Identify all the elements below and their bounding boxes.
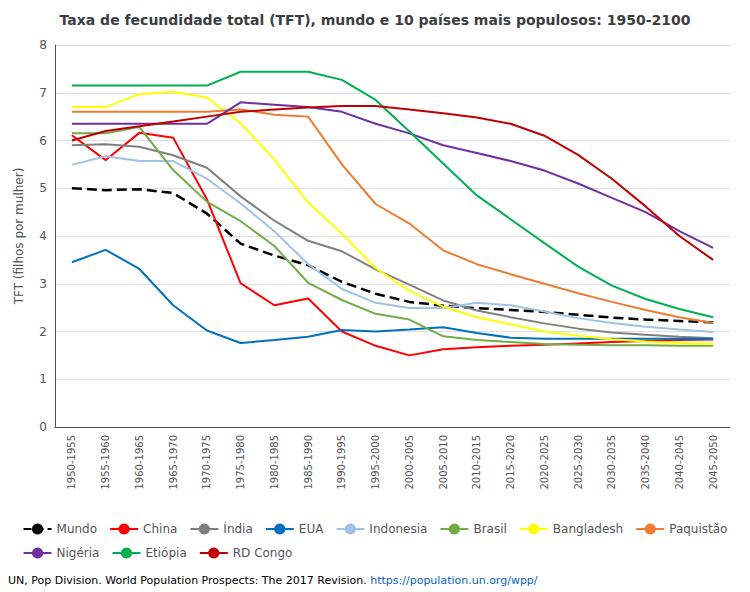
svg-text:1965-1970: 1965-1970 xyxy=(168,435,179,490)
svg-text:2010-2015: 2010-2015 xyxy=(471,435,482,490)
svg-text:6: 6 xyxy=(39,134,47,148)
svg-text:5: 5 xyxy=(39,181,47,195)
svg-text:RD Congo: RD Congo xyxy=(233,546,293,560)
svg-text:China: China xyxy=(143,522,177,536)
svg-text:1975-1980: 1975-1980 xyxy=(235,435,246,490)
svg-text:2000-2005: 2000-2005 xyxy=(404,435,415,490)
svg-text:2025-2030: 2025-2030 xyxy=(573,435,584,490)
svg-text:2040-2045: 2040-2045 xyxy=(674,435,685,490)
svg-text:Bangladesh: Bangladesh xyxy=(553,522,623,536)
svg-text:Brasil: Brasil xyxy=(473,522,506,536)
svg-text:3: 3 xyxy=(39,277,47,291)
svg-text:2: 2 xyxy=(39,325,47,339)
svg-text:1970-1975: 1970-1975 xyxy=(201,435,212,490)
svg-text:1995-2000: 1995-2000 xyxy=(370,435,381,490)
svg-text:EUA: EUA xyxy=(299,522,324,536)
svg-text:2035-2040: 2035-2040 xyxy=(640,435,651,490)
svg-text:Indonesia: Indonesia xyxy=(369,522,427,536)
svg-text:Etiópia: Etiópia xyxy=(145,546,186,560)
svg-text:1980-1985: 1980-1985 xyxy=(269,435,280,490)
svg-text:https://population.un.org/wpp/: https://population.un.org/wpp/ xyxy=(370,574,538,587)
svg-text:2045-2050: 2045-2050 xyxy=(708,435,719,490)
svg-text:2015-2020: 2015-2020 xyxy=(505,435,516,490)
svg-text:Taxa de fecundidade total (TFT: Taxa de fecundidade total (TFT), mundo e… xyxy=(60,12,691,28)
svg-text:2020-2025: 2020-2025 xyxy=(539,435,550,490)
svg-text:1: 1 xyxy=(39,372,47,386)
svg-text:1950-1955: 1950-1955 xyxy=(66,435,77,490)
svg-text:8: 8 xyxy=(39,38,47,52)
svg-text:7: 7 xyxy=(39,86,47,100)
svg-text:4: 4 xyxy=(39,229,47,243)
svg-text:0: 0 xyxy=(39,420,47,434)
svg-text:1985-1990: 1985-1990 xyxy=(303,435,314,490)
svg-text:1990-1995: 1990-1995 xyxy=(336,435,347,490)
svg-text:Índia: Índia xyxy=(223,521,252,536)
svg-text:1960-1965: 1960-1965 xyxy=(134,435,145,490)
svg-text:UN, Pop Division. World Popula: UN, Pop Division. World Population Prosp… xyxy=(8,574,370,587)
svg-text:TFT (filhos por mulher): TFT (filhos por mulher) xyxy=(12,168,26,306)
svg-text:1955-1960: 1955-1960 xyxy=(100,435,111,490)
svg-text:2005-2010: 2005-2010 xyxy=(438,435,449,490)
svg-text:2030-2035: 2030-2035 xyxy=(606,435,617,490)
svg-text:Mundo: Mundo xyxy=(57,522,98,536)
svg-text:Paquistão: Paquistão xyxy=(669,522,727,536)
svg-text:Nigéria: Nigéria xyxy=(57,546,100,560)
